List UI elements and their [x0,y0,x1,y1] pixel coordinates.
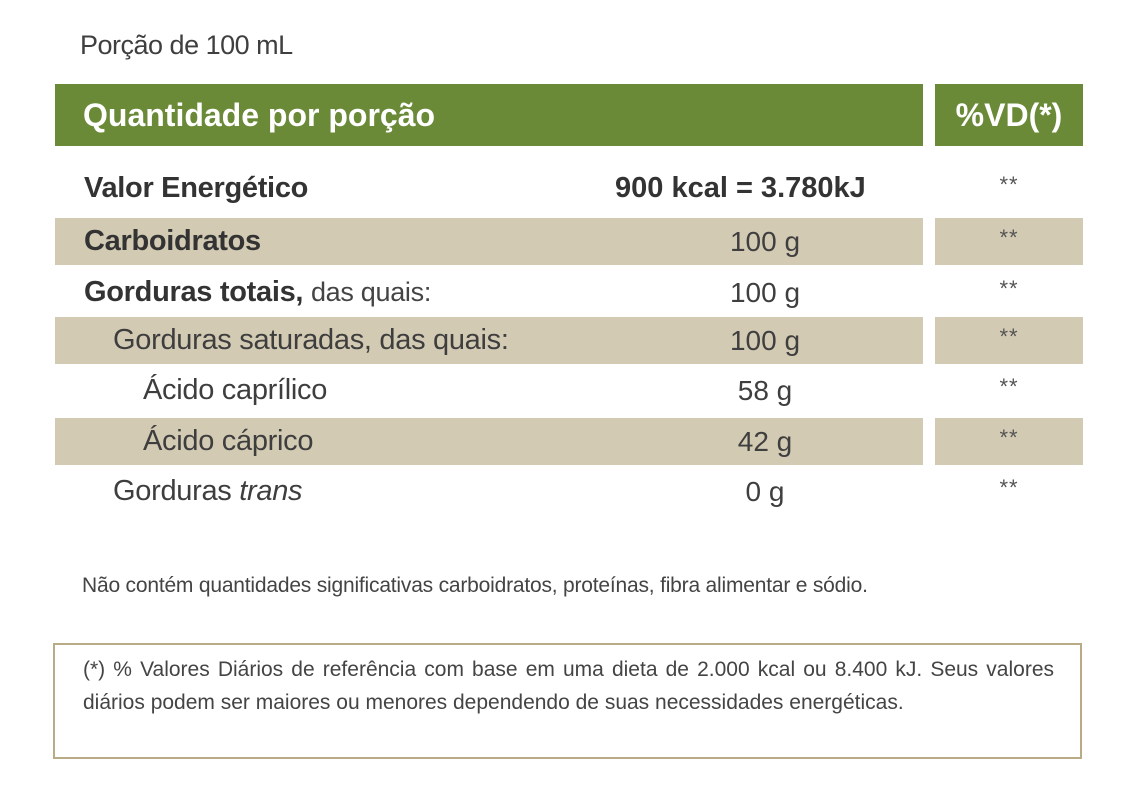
row-value: 900 kcal = 3.780kJ [615,172,866,204]
row-vd: ** [999,425,1019,450]
row-label-suffix: das quais: [310,277,432,307]
table-header-vd: %VD(*) [935,84,1083,146]
row-value: 100 g [729,226,801,257]
row-band [55,218,923,265]
row-label-suffix: trans [239,475,303,507]
portion-label: Porção de 100 mL [80,30,293,60]
row-band-vd [935,418,1083,465]
row-value: 100 g [729,325,801,356]
row-label: Gorduras totais, [84,276,304,308]
table-row-energy: Valor Energético 900 kcal = 3.780kJ ** [0,165,1136,212]
row-band-vd [935,317,1083,364]
row-label: Carboidratos [84,225,261,257]
row-value: 100 g [729,277,801,308]
reference-note-box: (*) % Valores Diários de referência com … [53,643,1082,759]
table-row-caprylic-acid: Ácido caprílico 58 g ** [0,367,1136,414]
table-header-quantity: Quantidade por porção [55,84,923,146]
row-label: Gorduras [113,475,232,507]
vd-header-label: %VD(*) [955,96,1063,133]
table-row-capric-acid: Ácido cáprico 42 g ** [0,418,1136,465]
row-label: Ácido cáprico [143,425,314,457]
table-row-saturated-fat: Gorduras saturadas, das quais: 100 g ** [0,317,1136,364]
table-row-trans-fat: Gorduras trans 0 g ** [0,468,1136,515]
row-label: Valor Energético [84,172,309,204]
footnote: Não contém quantidades significativas ca… [82,574,868,597]
row-vd: ** [999,475,1019,500]
row-band [55,418,923,465]
row-value: 42 g [737,426,793,457]
row-value: 58 g [737,375,793,406]
quantity-header-label: Quantidade por porção [83,96,436,133]
row-band-vd [935,218,1083,265]
row-vd: ** [999,172,1019,197]
row-vd: ** [999,374,1019,399]
row-band [55,317,923,364]
reference-note: (*) % Valores Diários de referência com … [83,658,1054,714]
row-value: 0 g [745,476,785,507]
table-row-carbs: Carboidratos 100 g ** [0,218,1136,265]
row-label: Gorduras saturadas, das quais: [113,324,509,356]
row-vd: ** [999,225,1019,250]
row-vd: ** [999,324,1019,349]
row-label: Ácido caprílico [143,374,328,406]
table-row-total-fat: Gorduras totais, das quais: 100 g ** [0,269,1136,316]
row-vd: ** [999,276,1019,301]
